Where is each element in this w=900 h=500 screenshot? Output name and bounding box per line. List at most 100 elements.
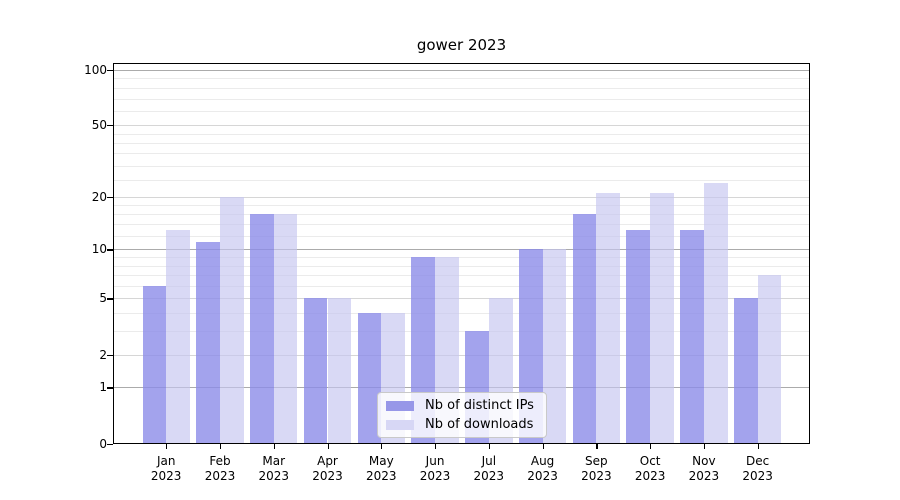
x-tick-text: 2023: [258, 469, 289, 484]
y-tick-label-10: 10: [91, 242, 107, 257]
minor-gridline-12: [113, 235, 810, 237]
x-tick-text: 2023: [473, 469, 505, 484]
x-tick-text: Oct: [639, 453, 661, 468]
bar-distinct-ips-nov: [680, 229, 704, 444]
minor-gridline-7: [113, 275, 810, 277]
minor-gridline-9: [113, 257, 810, 259]
minor-gridline-90: [113, 78, 810, 80]
x-tick-label-jun: Jun 2023: [405, 454, 465, 485]
x-tick-text: 2023: [365, 469, 397, 484]
y-tick-mark-100: [107, 70, 113, 72]
bar-distinct-ips-apr: [303, 298, 328, 444]
x-tick-text: 2023: [634, 469, 666, 484]
legend-item: Nb of downloads: [386, 417, 538, 432]
x-tick-text: 2023: [150, 469, 182, 484]
mid-gridline-2: [113, 354, 810, 356]
legend-item: Nb of distinct IPs: [386, 398, 538, 413]
minor-gridline-80: [113, 87, 810, 89]
bar-downloads-jan: [166, 229, 190, 444]
bar-distinct-ips-oct: [626, 229, 651, 444]
legend-swatch-distinct-ips: [386, 400, 414, 411]
y-tick-label-100: 100: [84, 63, 107, 77]
minor-gridline-16: [113, 214, 810, 216]
minor-gridline-30: [113, 165, 810, 167]
x-tick-mark-oct: [650, 443, 652, 449]
y-tick-label-20: 20: [91, 190, 107, 205]
legend: Nb of distinct IPs Nb of downloads: [377, 392, 547, 438]
bar-downloads-nov: [703, 182, 728, 444]
decade-gridline-100: [113, 70, 810, 71]
x-tick-label-jul: Jul 2023: [459, 454, 519, 485]
y-tick-mark-1: [107, 387, 113, 389]
x-tick-mark-jun: [435, 443, 437, 449]
minor-gridline-35: [113, 153, 810, 155]
y-tick-mark-0: [107, 443, 113, 445]
y-tick-mark-2: [107, 354, 113, 356]
y-tick-mark-5: [107, 298, 113, 300]
x-tick-text: Dec: [746, 453, 770, 468]
x-tick-mark-may: [381, 443, 383, 449]
x-tick-label-may: May 2023: [351, 454, 411, 485]
bar-distinct-ips-jan: [142, 286, 167, 444]
x-tick-text: 2023: [688, 469, 720, 484]
minor-gridline-3: [113, 331, 810, 333]
x-tick-mark-aug: [542, 443, 544, 449]
x-tick-label-oct: Oct 2023: [620, 454, 680, 485]
x-tick-label-nov: Nov 2023: [674, 454, 734, 485]
minor-gridline-18: [113, 205, 810, 207]
x-tick-text: May: [368, 453, 394, 468]
minor-gridline-70: [113, 98, 810, 100]
y-tick-label-50: 50: [91, 118, 107, 133]
legend-label: Nb of downloads: [425, 417, 534, 432]
x-tick-text: 2023: [204, 469, 236, 484]
minor-gridline-60: [113, 110, 810, 112]
x-tick-mark-sep: [596, 443, 598, 449]
y-tick-label-5: 5: [99, 291, 107, 306]
minor-gridline-6: [113, 286, 810, 288]
minor-gridline-40: [113, 142, 810, 144]
x-tick-mark-jan: [166, 443, 168, 449]
bar-distinct-ips-sep: [572, 214, 597, 444]
x-tick-label-mar: Mar 2023: [244, 454, 304, 485]
y-tick-label-2: 2: [99, 347, 107, 362]
x-tick-text: Nov: [692, 453, 716, 468]
bar-downloads-dec: [757, 275, 782, 444]
x-tick-text: Mar: [262, 453, 286, 468]
legend-label: Nb of distinct IPs: [425, 398, 534, 413]
mid-gridline-50: [113, 125, 810, 127]
x-tick-mark-nov: [703, 443, 706, 449]
y-tick-mark-20: [107, 197, 113, 199]
chart-title: gower 2023: [416, 36, 507, 54]
legend-swatch-downloads: [386, 419, 414, 430]
bar-distinct-ips-may: [357, 313, 382, 444]
bar-downloads-mar: [273, 214, 298, 444]
x-tick-text: Jan: [156, 453, 176, 468]
x-tick-label-feb: Feb 2023: [190, 454, 250, 485]
mid-gridline-20: [113, 197, 810, 199]
bar-downloads-oct: [650, 193, 674, 444]
mid-gridline-5: [113, 298, 810, 300]
y-tick-label-1: 1: [99, 380, 107, 395]
bar-distinct-ips-feb: [196, 242, 220, 444]
minor-gridline-45: [113, 133, 810, 135]
bar-downloads-feb: [219, 197, 244, 444]
bar-downloads-aug: [542, 249, 567, 444]
x-tick-text: Aug: [530, 453, 555, 468]
x-tick-text: 2023: [742, 469, 773, 484]
x-tick-label-sep: Sep 2023: [566, 454, 626, 485]
x-tick-text: 2023: [419, 469, 451, 484]
x-tick-label-aug: Aug 2023: [513, 454, 573, 485]
x-tick-text: 2023: [312, 469, 343, 484]
x-tick-text: Feb: [209, 453, 231, 468]
x-tick-text: Jul: [481, 453, 497, 468]
y-tick-mark-50: [107, 125, 113, 127]
x-tick-text: Apr: [317, 453, 338, 468]
bar-downloads-apr: [327, 298, 352, 444]
x-tick-label-dec: Dec 2023: [728, 454, 788, 485]
x-tick-mark-mar: [273, 443, 275, 449]
x-tick-mark-apr: [327, 443, 329, 449]
y-tick-label-0: 0: [99, 436, 107, 451]
x-tick-mark-feb: [219, 443, 222, 449]
minor-gridline-4: [113, 313, 810, 315]
